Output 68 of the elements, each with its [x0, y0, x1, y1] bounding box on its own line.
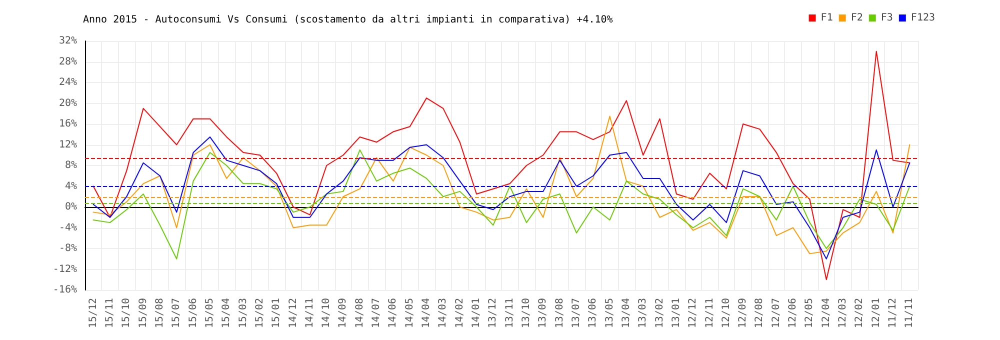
x-tick-label: 14/04 [421, 298, 432, 328]
x-tick-label: 15/10 [121, 298, 132, 328]
x-tick-label: 14/02 [454, 298, 466, 328]
x-tick-label: 15/09 [138, 298, 149, 328]
y-tick-label: -4% [58, 222, 77, 234]
y-tick-label: 20% [58, 98, 77, 109]
x-tick-label: 14/03 [438, 298, 449, 328]
x-tick-label: 11/12 [888, 298, 899, 328]
x-tick-label: 12/08 [754, 298, 766, 328]
y-tick-label: 16% [58, 118, 77, 130]
x-tick-label: 13/03 [638, 298, 649, 328]
x-tick-label: 13/06 [588, 298, 599, 328]
x-tick-label: 12/11 [704, 298, 716, 328]
y-tick-label: 0% [64, 202, 77, 212]
x-tick-label: 13/12 [488, 298, 499, 328]
x-tick-label: 14/08 [354, 298, 366, 328]
x-tick-label: 13/05 [604, 298, 616, 328]
x-tick-label: 13/10 [520, 298, 532, 328]
x-tick-label: 12/07 [770, 298, 782, 328]
x-tick-label: 15/04 [221, 298, 232, 328]
y-tick-label: 12% [58, 139, 77, 150]
x-tick-label: 14/10 [321, 298, 332, 328]
x-tick-label: 14/07 [371, 298, 382, 328]
x-tick-label: 14/06 [388, 298, 399, 328]
x-tick-label: 13/07 [570, 298, 582, 328]
y-tick-label: 28% [58, 56, 77, 68]
x-tick-label: 15/05 [204, 298, 216, 328]
x-tick-label: 13/11 [504, 298, 516, 328]
y-tick-label: -16% [52, 284, 77, 296]
x-tick-label: 14/05 [404, 298, 416, 328]
y-tick-label: 4% [64, 180, 77, 192]
x-tick-label: 12/01 [870, 298, 882, 328]
y-tick-label: 24% [58, 77, 77, 88]
x-tick-label: 12/10 [720, 298, 732, 328]
x-tick-label: 15/12 [88, 298, 99, 328]
legend-label: F123 [910, 12, 936, 24]
chart-title: Anno 2015 - Autoconsumi Vs Consumi (scostamento da altri impianti in comparativa) +4.10% [83, 14, 613, 26]
x-tick-label: 12/12 [688, 298, 699, 328]
x-tick-label: 12/02 [854, 298, 866, 328]
x-tick-label: 14/11 [304, 298, 316, 328]
x-tick-label: 12/03 [838, 298, 849, 328]
x-tick-label: 15/01 [271, 298, 282, 328]
x-tick-label: 12/06 [788, 298, 799, 328]
x-tick-label: 15/03 [238, 298, 249, 328]
x-tick-label: 13/04 [620, 298, 632, 328]
x-tick-label: 13/01 [670, 298, 682, 328]
x-tick-label: 12/05 [804, 298, 816, 328]
x-tick-label: 15/06 [188, 298, 199, 328]
x-tick-label: 15/08 [154, 298, 166, 328]
x-tick-label: 14/09 [338, 298, 349, 328]
x-tick-label: 13/08 [554, 298, 566, 328]
x-tick-label: 13/02 [654, 298, 666, 328]
y-tick-label: -8% [58, 243, 77, 254]
legend-label: F1 [820, 12, 833, 24]
x-tick-label: 12/04 [820, 298, 832, 328]
x-tick-label: 15/11 [104, 298, 116, 328]
x-tick-label: 11/11 [904, 298, 916, 328]
x-tick-label: 12/09 [738, 298, 749, 328]
y-tick-label: 8% [64, 160, 77, 171]
x-tick-label: 13/09 [538, 298, 549, 328]
y-tick-label: 32% [58, 36, 77, 46]
x-tick-label: 14/01 [471, 298, 482, 328]
y-tick-label: -12% [52, 264, 77, 275]
x-tick-label: 14/12 [288, 298, 299, 328]
legend-label: F2 [850, 12, 863, 24]
legend-label: F3 [880, 12, 893, 24]
x-tick-label: 15/07 [171, 298, 182, 328]
x-tick-label: 15/02 [254, 298, 266, 328]
